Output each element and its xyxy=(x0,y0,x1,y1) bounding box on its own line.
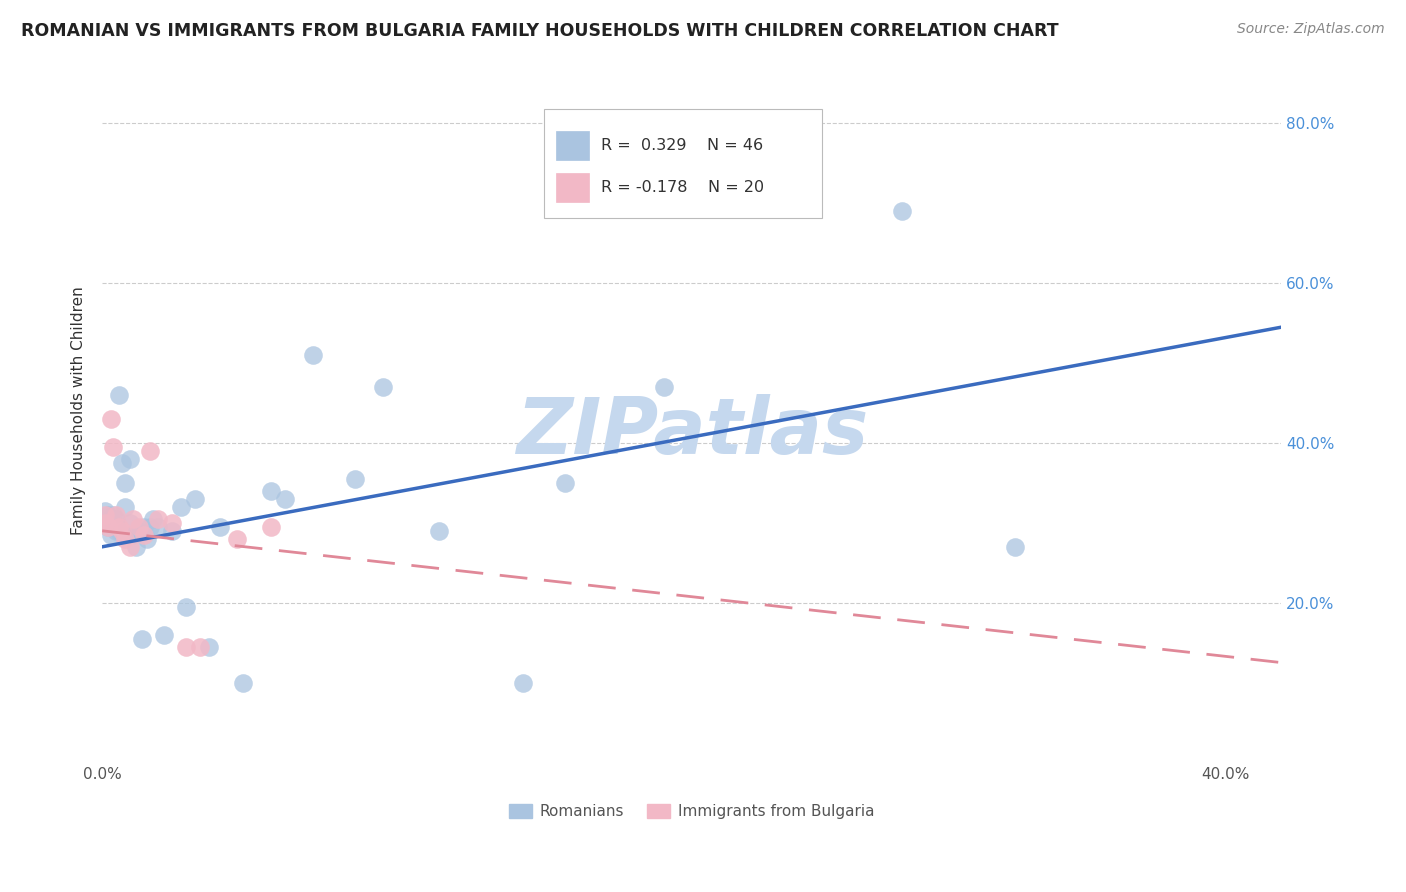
Point xyxy=(103,440,125,454)
Point xyxy=(120,540,142,554)
Point xyxy=(108,520,131,534)
Point xyxy=(105,524,128,538)
FancyBboxPatch shape xyxy=(544,109,821,218)
Point xyxy=(184,491,207,506)
Point xyxy=(114,532,136,546)
Point xyxy=(122,512,145,526)
Point xyxy=(170,500,193,514)
Text: R =  0.329    N = 46: R = 0.329 N = 46 xyxy=(600,138,763,153)
Point xyxy=(128,524,150,538)
Point xyxy=(120,516,142,530)
Point xyxy=(120,452,142,467)
Point xyxy=(301,348,323,362)
Point xyxy=(100,528,122,542)
Point xyxy=(131,632,153,646)
Point xyxy=(142,512,165,526)
Point xyxy=(1004,540,1026,554)
Point xyxy=(427,524,450,538)
Point xyxy=(148,520,170,534)
Point xyxy=(512,675,534,690)
Point xyxy=(190,640,212,654)
Point xyxy=(148,512,170,526)
Point xyxy=(162,516,184,530)
Point xyxy=(117,528,139,542)
Point xyxy=(122,528,145,542)
Point xyxy=(209,520,232,534)
Point xyxy=(94,504,117,518)
Point xyxy=(108,524,131,538)
Point xyxy=(103,520,125,534)
Point xyxy=(153,627,176,641)
Point xyxy=(891,204,914,219)
Point xyxy=(198,640,221,654)
Point xyxy=(97,508,120,522)
Point xyxy=(111,524,134,538)
FancyBboxPatch shape xyxy=(557,173,589,202)
Point xyxy=(260,520,283,534)
Text: Source: ZipAtlas.com: Source: ZipAtlas.com xyxy=(1237,22,1385,37)
Point xyxy=(128,520,150,534)
Point xyxy=(134,520,156,534)
Point xyxy=(125,540,148,554)
Point xyxy=(260,483,283,498)
Point xyxy=(108,388,131,402)
Point xyxy=(114,500,136,514)
Point xyxy=(97,520,120,534)
Point xyxy=(111,456,134,470)
Point xyxy=(139,444,162,458)
Text: ZIPatlas: ZIPatlas xyxy=(516,394,868,470)
Text: R = -0.178    N = 20: R = -0.178 N = 20 xyxy=(600,180,763,195)
Point xyxy=(162,524,184,538)
FancyBboxPatch shape xyxy=(557,130,589,160)
Point xyxy=(371,380,394,394)
Point xyxy=(105,508,128,522)
Point xyxy=(226,532,249,546)
Point xyxy=(343,472,366,486)
Text: ROMANIAN VS IMMIGRANTS FROM BULGARIA FAMILY HOUSEHOLDS WITH CHILDREN CORRELATION: ROMANIAN VS IMMIGRANTS FROM BULGARIA FAM… xyxy=(21,22,1059,40)
Point xyxy=(114,475,136,490)
Point xyxy=(652,380,675,394)
Point xyxy=(232,675,254,690)
Point xyxy=(94,516,117,530)
Point xyxy=(134,528,156,542)
Point xyxy=(103,508,125,522)
Legend: Romanians, Immigrants from Bulgaria: Romanians, Immigrants from Bulgaria xyxy=(503,797,880,825)
Point xyxy=(176,599,198,614)
Point xyxy=(100,512,122,526)
Point xyxy=(554,475,576,490)
Point xyxy=(97,520,120,534)
Point xyxy=(273,491,295,506)
Point xyxy=(176,640,198,654)
Y-axis label: Family Households with Children: Family Households with Children xyxy=(72,286,86,535)
Point xyxy=(105,512,128,526)
Point xyxy=(94,516,117,530)
Point xyxy=(94,508,117,522)
Point xyxy=(136,532,159,546)
Point xyxy=(139,520,162,534)
Point xyxy=(100,412,122,426)
